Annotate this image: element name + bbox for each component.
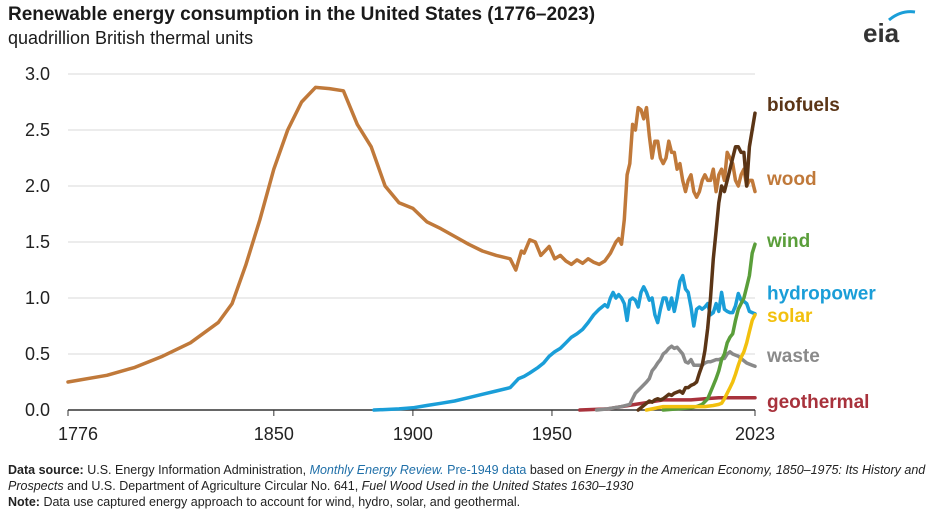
pre-1949-data-link[interactable]: Pre-1949 data	[447, 463, 527, 477]
source-label: Data source:	[8, 463, 84, 477]
note-text: Data use captured energy approach to acc…	[43, 495, 521, 509]
y-axis-ticks: 0.0 0.5 1.0 1.5 2.0 2.5 3.0	[25, 64, 50, 420]
y-tick-label: 1.5	[25, 232, 50, 252]
source-line: Data source: U.S. Energy Information Adm…	[8, 462, 928, 494]
series-label-geothermal: geothermal	[767, 392, 869, 413]
x-tick-label: 1850	[254, 424, 294, 444]
chart-title: Renewable energy consumption in the Unit…	[8, 4, 596, 25]
y-tick-label: 2.5	[25, 120, 50, 140]
y-tick-label: 2.0	[25, 176, 50, 196]
series-labels: wood hydropower geothermal waste biofuels win…	[766, 95, 876, 413]
y-tick-label: 0.0	[25, 400, 50, 420]
y-tick-label: 1.0	[25, 288, 50, 308]
series-label-wood: wood	[766, 169, 817, 190]
note-line: Note: Data use captured energy approach …	[8, 494, 928, 510]
monthly-energy-review-link[interactable]: Monthly Energy Review.	[309, 463, 444, 477]
y-tick-label: 0.5	[25, 344, 50, 364]
series-line-solar	[644, 313, 757, 412]
note-label: Note:	[8, 495, 40, 509]
x-tick-label: 1776	[58, 424, 98, 444]
x-tick-label: 2023	[735, 424, 775, 444]
chart-footer: Data source: U.S. Energy Information Adm…	[8, 462, 928, 510]
source-text-3: and U.S. Department of Agriculture Circu…	[67, 479, 359, 493]
series-line-wood	[66, 85, 757, 384]
series-label-wind: wind	[766, 231, 810, 252]
x-tick-label: 1950	[532, 424, 572, 444]
source-book-1: Energy in the American Economy, 1850–197…	[8, 463, 926, 493]
series-line-waste	[594, 344, 757, 412]
source-book-2: Fuel Wood Used in the United States 1630…	[361, 479, 634, 493]
y-tick-label: 3.0	[25, 64, 50, 84]
source-text-2: based on	[529, 463, 582, 477]
series-label-hydropower: hydropower	[767, 283, 876, 304]
series-label-biofuels: biofuels	[767, 95, 840, 116]
series-lines	[66, 85, 757, 412]
line-chart: 0.0 0.5 1.0 1.5 2.0 2.5 3.0 1776 1850 1900 1950 20…	[25, 64, 876, 444]
eia-logo-text: eia	[863, 18, 900, 48]
chart-subtitle: quadrillion British thermal units	[8, 28, 254, 48]
series-line-biofuels	[636, 111, 757, 412]
series-label-solar: solar	[767, 306, 813, 327]
source-text-1: U.S. Energy Information Administration,	[87, 463, 307, 477]
grid-lines	[68, 73, 755, 411]
x-tick-label: 1900	[393, 424, 433, 444]
series-line-hydropower	[372, 273, 757, 412]
series-label-waste: waste	[766, 346, 820, 367]
eia-logo-arc	[888, 10, 916, 22]
x-axis-ticks: 1776 1850 1900 1950 2023	[58, 410, 775, 444]
eia-logo: eia	[859, 8, 917, 48]
